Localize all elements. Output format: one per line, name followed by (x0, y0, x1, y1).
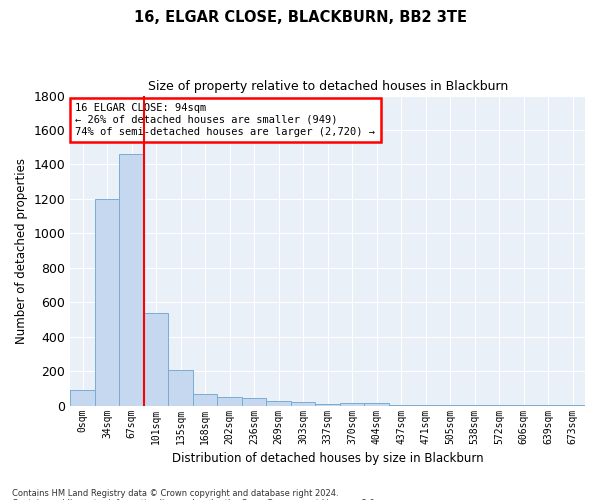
X-axis label: Distribution of detached houses by size in Blackburn: Distribution of detached houses by size … (172, 452, 484, 465)
Bar (413, 405, 438, 406)
Bar (70, 390, 95, 406)
Bar (364, 404, 389, 406)
Bar (217, 398, 242, 406)
Title: Size of property relative to detached houses in Blackburn: Size of property relative to detached ho… (148, 80, 508, 93)
Bar (438, 405, 463, 406)
Bar (291, 402, 316, 406)
Text: Contains HM Land Registry data © Crown copyright and database right 2024.: Contains HM Land Registry data © Crown c… (12, 488, 338, 498)
Bar (340, 403, 364, 406)
Bar (119, 154, 144, 406)
Text: 16 ELGAR CLOSE: 94sqm
← 26% of detached houses are smaller (949)
74% of semi-det: 16 ELGAR CLOSE: 94sqm ← 26% of detached … (76, 104, 376, 136)
Bar (169, 370, 193, 406)
Bar (316, 404, 340, 406)
Y-axis label: Number of detached properties: Number of detached properties (15, 158, 28, 344)
Bar (266, 401, 291, 406)
Bar (144, 312, 169, 406)
Bar (242, 398, 266, 406)
Bar (193, 394, 217, 406)
Text: 16, ELGAR CLOSE, BLACKBURN, BB2 3TE: 16, ELGAR CLOSE, BLACKBURN, BB2 3TE (133, 10, 467, 25)
Bar (95, 199, 119, 406)
Text: Contains public sector information licensed under the Open Government Licence v3: Contains public sector information licen… (12, 498, 377, 500)
Bar (389, 405, 413, 406)
